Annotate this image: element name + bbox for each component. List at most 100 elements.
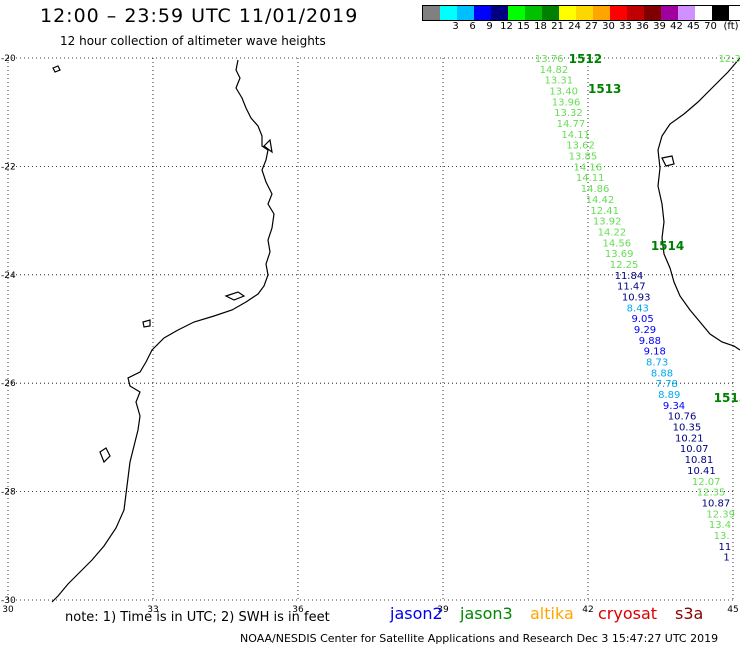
island-marker-5 xyxy=(263,138,273,154)
satellite-name-s3a: s3a xyxy=(675,604,704,623)
legend-swatch xyxy=(678,6,695,20)
lon-tick-label: 30 xyxy=(2,605,14,615)
lat-tick-label: -20 xyxy=(1,54,16,64)
wave-height-value: 11 xyxy=(719,542,732,553)
wave-height-value: 14.11 xyxy=(576,173,605,184)
wave-height-value: 13. xyxy=(714,531,730,542)
wave-height-value: 13.76 xyxy=(535,54,564,65)
madagascar-coastline xyxy=(657,57,740,351)
wave-height-value: 9.05 xyxy=(632,314,654,325)
footer-note: note: 1) Time is in UTC; 2) SWH is in fe… xyxy=(65,610,330,625)
legend-label: 15 xyxy=(517,21,530,32)
pass-number-label: 1513 xyxy=(588,82,621,96)
lat-tick-label: -24 xyxy=(1,271,16,281)
legend-swatch xyxy=(559,6,576,20)
wave-height-value: 13.92 xyxy=(593,217,622,228)
wave-height-value: 7.78 xyxy=(656,379,678,390)
lon-tick-label: 42 xyxy=(582,605,593,615)
pass-number-label: 1512 xyxy=(569,52,602,66)
lat-tick-label: -28 xyxy=(1,488,16,498)
wave-height-value: 9.29 xyxy=(634,325,656,336)
lon-tick-label: 45 xyxy=(727,605,738,615)
wave-height-value: 13.32 xyxy=(554,108,583,119)
wave-height-value: 10.41 xyxy=(687,466,716,477)
legend-swatch xyxy=(457,6,474,20)
legend-swatch xyxy=(508,6,525,20)
legend-label: 27 xyxy=(585,21,598,32)
legend-swatch xyxy=(661,6,678,20)
island-marker-3 xyxy=(142,319,151,328)
legend-label: 39 xyxy=(653,21,666,32)
lat-tick-label: -30 xyxy=(1,596,16,606)
legend-label: 33 xyxy=(619,21,632,32)
wave-height-value: 13.40 xyxy=(549,87,578,98)
lon-tick-label: 36 xyxy=(292,605,304,615)
legend-label: 18 xyxy=(534,21,547,32)
wave-height-value: 1 xyxy=(723,553,729,564)
satellite-name-cryosat: cryosat xyxy=(598,604,658,623)
wave-height-value: 10.87 xyxy=(702,498,731,509)
legend-color-bar xyxy=(422,5,740,21)
pass-number-label: 1514 xyxy=(651,239,684,253)
page-title: 12:00 – 23:59 UTC 11/01/2019 xyxy=(40,5,359,27)
wave-height-value: 10.81 xyxy=(685,455,714,466)
wave-height-value: 10.93 xyxy=(622,292,651,303)
wave-height-value: 14.42 xyxy=(586,195,615,206)
satellite-name-jason2: jason2 xyxy=(390,604,443,623)
legend-swatch xyxy=(542,6,559,20)
island-marker-1 xyxy=(52,65,61,73)
wave-height-value: 9.88 xyxy=(639,336,661,347)
legend-label: 45 xyxy=(687,21,700,32)
legend-label: 30 xyxy=(602,21,615,32)
legend-label: 21 xyxy=(551,21,564,32)
wave-height-value: 13.4 xyxy=(709,520,731,531)
wave-height-value: 11.47 xyxy=(617,282,646,293)
satellite-name-jason3: jason3 xyxy=(460,604,513,623)
wave-height-value: 10.76 xyxy=(668,412,697,423)
orbit-pass-labels: 1512 1513 1514 1515 xyxy=(569,52,740,405)
legend-swatch xyxy=(440,6,457,20)
wave-height-value: 13.85 xyxy=(569,152,598,163)
wave-height-value: 14.22 xyxy=(598,227,627,238)
lat-tick-label: -22 xyxy=(1,162,16,172)
legend-unit: (ft) xyxy=(723,21,739,32)
pass-number-label: 1515 xyxy=(714,391,740,405)
legend-swatch xyxy=(695,6,712,20)
wave-height-value: 13.62 xyxy=(566,141,595,152)
legend-swatch xyxy=(610,6,627,20)
madagascar-inlet xyxy=(661,155,675,167)
wave-height-value: 9.34 xyxy=(663,401,685,412)
lat-tick-label: -26 xyxy=(1,379,16,389)
lat-lon-grid xyxy=(7,57,734,601)
wave-height-value: 10.07 xyxy=(680,444,709,455)
legend-swatch xyxy=(474,6,491,20)
legend-swatch xyxy=(644,6,661,20)
color-legend: 3 6 9 12 15 18 21 24 27 30 33 36 39 42 45 70 (ft) xyxy=(422,5,740,35)
wave-height-value: 12.41 xyxy=(590,206,619,217)
wave-height-value: 14.82 xyxy=(540,65,569,76)
legend-label: 36 xyxy=(636,21,649,32)
wave-height-value: 12.07 xyxy=(692,477,721,488)
footer-credit: NOAA/NESDIS Center for Satellite Applica… xyxy=(240,632,719,645)
wave-height-value: 14.11 xyxy=(561,130,590,141)
wave-height-value: 12.39 xyxy=(706,509,735,520)
wave-height-value: 13.69 xyxy=(605,249,634,260)
wave-height-value: 8.73 xyxy=(646,358,668,369)
legend-label: 12 xyxy=(500,21,513,32)
legend-label: 9 xyxy=(486,21,493,32)
island-marker-2 xyxy=(224,291,246,301)
legend-swatch xyxy=(576,6,593,20)
wave-height-value: 11.84 xyxy=(615,271,644,282)
wave-height-value: 8.43 xyxy=(627,303,649,314)
legend-swatch xyxy=(593,6,610,20)
wave-height-value: 12.35 xyxy=(697,488,726,499)
legend-label: 6 xyxy=(469,21,476,32)
wave-height-value: 14.56 xyxy=(603,238,632,249)
wave-height-value: 14.77 xyxy=(557,119,586,130)
lon-tick-label: 39 xyxy=(437,605,449,615)
legend-swatch xyxy=(712,6,729,20)
legend-label: 70 xyxy=(704,21,717,32)
wave-height-value: 14.16 xyxy=(574,162,603,173)
satellite-name-altika: altika xyxy=(530,604,574,623)
